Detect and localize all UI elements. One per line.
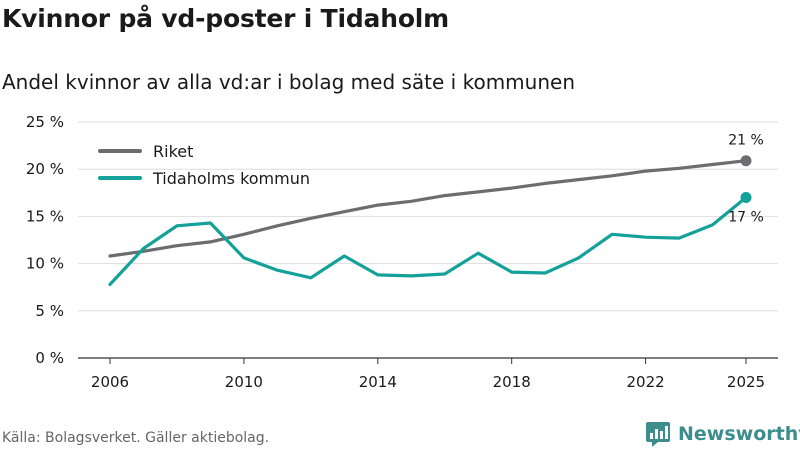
legend-label-riket: Riket (153, 142, 193, 161)
y-tick-label: 20 % (26, 160, 64, 178)
chart-title: Kvinnor på vd-poster i Tidaholm (2, 4, 450, 33)
y-axis-ticks: 0 % 5 % 10 % 15 % 20 % 25 % (26, 113, 64, 367)
x-tick-label: 2006 (91, 373, 129, 391)
end-value-label-riket: 21 % (728, 133, 764, 149)
series-line-tidaholm (108, 195, 748, 286)
newsworthy-icon (646, 422, 670, 447)
x-tick-label: 2018 (493, 373, 531, 391)
series-line-riket (108, 159, 748, 258)
end-value-label-tidaholm: 17 % (728, 210, 764, 226)
y-tick-label: 0 % (35, 349, 64, 367)
series-lines (108, 155, 752, 286)
grid-lines (78, 121, 778, 359)
brand-name: Newsworthy (678, 423, 800, 445)
newsworthy-logo: Newsworthy (645, 420, 800, 448)
data-labels: 21 % 17 % (728, 133, 764, 226)
source-note: Källa: Bolagsverket. Gäller aktiebolag. (2, 430, 270, 446)
legend-label-tidaholm: Tidaholms kommun (152, 169, 310, 188)
chart-subtitle: Andel kvinnor av alla vd:ar i bolag med … (2, 70, 575, 94)
y-tick-label: 5 % (35, 302, 64, 320)
legend: Riket Tidaholms kommun (98, 142, 310, 188)
end-marker-riket (740, 155, 752, 167)
end-marker-tidaholm (740, 192, 752, 204)
y-tick-label: 25 % (26, 113, 64, 131)
x-tick-label: 2014 (359, 373, 397, 391)
y-tick-label: 10 % (26, 255, 64, 273)
x-tick-label: 2025 (727, 373, 765, 391)
x-tick-label: 2010 (225, 373, 263, 391)
x-axis-ticks: 2006 2010 2014 2018 2022 2025 (91, 358, 765, 391)
x-tick-label: 2022 (626, 373, 664, 391)
y-tick-label: 15 % (26, 207, 64, 225)
